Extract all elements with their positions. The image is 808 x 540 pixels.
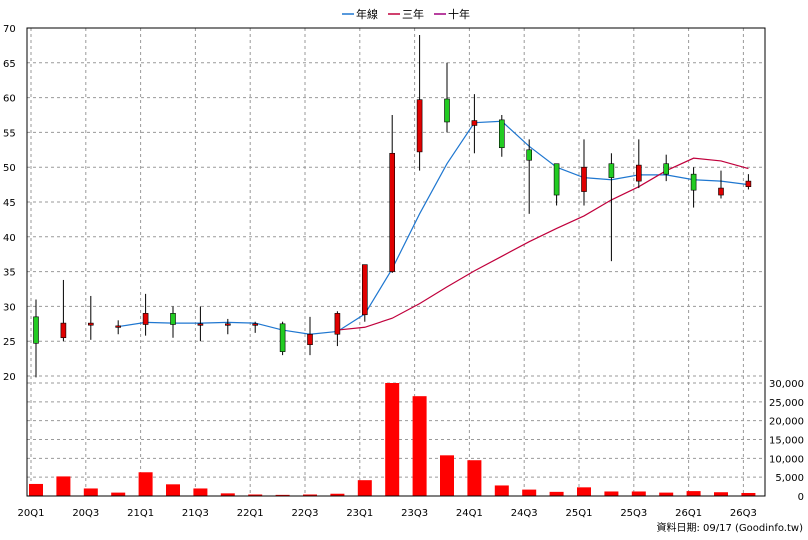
candle-body bbox=[60, 322, 67, 339]
volume-bar bbox=[440, 455, 454, 496]
candle-body bbox=[389, 152, 396, 272]
volume-bar bbox=[303, 494, 317, 496]
volume-tick-label: 5,000 bbox=[775, 473, 804, 484]
candle-body bbox=[526, 149, 533, 161]
candle-body bbox=[416, 99, 423, 153]
candlesticks bbox=[33, 34, 752, 378]
candle-body bbox=[170, 313, 176, 325]
candle-body bbox=[745, 180, 752, 187]
candle-body bbox=[307, 333, 313, 345]
volume-bars bbox=[29, 383, 756, 496]
volume-tick-label: 10,000 bbox=[769, 454, 804, 465]
candle-body bbox=[718, 187, 724, 196]
price-tick-label: 35 bbox=[3, 268, 16, 279]
candle-body bbox=[197, 323, 204, 326]
volume-bar bbox=[56, 476, 71, 496]
volume-bar bbox=[412, 396, 427, 496]
candle-body bbox=[225, 323, 231, 326]
price-tick-label: 20 bbox=[3, 372, 16, 383]
candle-body bbox=[553, 163, 560, 196]
volume-tick-label: 0 bbox=[798, 492, 804, 503]
volume-bar bbox=[741, 492, 756, 496]
price-tick-label: 45 bbox=[3, 198, 16, 209]
candle-body bbox=[115, 325, 121, 328]
candle-body bbox=[635, 164, 642, 182]
x-tick-label: 26Q1 bbox=[675, 508, 702, 519]
volume-tick-label: 25,000 bbox=[769, 398, 804, 409]
volume-bar bbox=[522, 489, 537, 496]
volume-bar bbox=[220, 493, 235, 496]
volume-bar bbox=[275, 494, 290, 496]
candle-body bbox=[663, 163, 670, 175]
candle-body bbox=[33, 316, 39, 344]
volume-bar bbox=[385, 383, 400, 496]
volume-bar bbox=[166, 484, 180, 496]
price-tick-label: 50 bbox=[3, 163, 16, 174]
x-tick-label: 25Q1 bbox=[566, 508, 593, 519]
data-date-footer: 資料日期: 09/17 (Goodinfo.tw) bbox=[656, 521, 803, 534]
price-tick-label: 60 bbox=[3, 94, 16, 105]
x-tick-label: 23Q3 bbox=[401, 508, 428, 519]
x-tick-label: 20Q3 bbox=[72, 508, 99, 519]
x-tick-label: 20Q1 bbox=[18, 508, 45, 519]
candle-body bbox=[334, 313, 341, 335]
volume-bar bbox=[138, 472, 153, 496]
volume-bar bbox=[467, 460, 482, 496]
candle-body bbox=[361, 264, 368, 316]
price-tick-label: 55 bbox=[3, 128, 16, 139]
volume-bar bbox=[494, 485, 509, 496]
candle-body bbox=[252, 323, 258, 326]
volume-bar bbox=[330, 493, 345, 496]
candle-body bbox=[471, 120, 478, 126]
x-tick-label: 21Q3 bbox=[182, 508, 209, 519]
volume-bar bbox=[577, 487, 591, 496]
candle-body bbox=[498, 119, 505, 149]
x-tick-label: 25Q3 bbox=[620, 508, 647, 519]
axes: 20 25 30 35 40 45 50 55 60 65 70 30,000 25,000 20,000… bbox=[3, 24, 804, 519]
candle-body bbox=[690, 173, 697, 191]
volume-bar bbox=[29, 483, 43, 496]
legend-label: 十年 bbox=[448, 7, 470, 21]
price-tick-label: 25 bbox=[3, 337, 16, 348]
volume-tick-label: 20,000 bbox=[769, 417, 804, 428]
volume-tick-label: 15,000 bbox=[769, 436, 804, 447]
candle-body bbox=[279, 323, 286, 352]
volume-bar bbox=[111, 492, 126, 496]
volume-bar bbox=[357, 480, 372, 496]
x-tick-label: 22Q1 bbox=[237, 508, 264, 519]
volume-bar bbox=[83, 488, 98, 496]
volume-bar bbox=[193, 488, 208, 496]
price-tick-label: 70 bbox=[3, 24, 16, 35]
ma-line-series bbox=[118, 120, 749, 335]
volume-bar bbox=[686, 491, 701, 496]
volume-bar bbox=[714, 492, 728, 496]
price-tick-label: 65 bbox=[3, 59, 16, 70]
candle-body bbox=[608, 163, 615, 178]
volume-bar bbox=[604, 491, 619, 496]
candle-body bbox=[444, 98, 450, 123]
candle-body bbox=[581, 166, 587, 192]
price-tick-label: 30 bbox=[3, 302, 16, 313]
price-tick-label: 40 bbox=[3, 233, 16, 244]
x-tick-label: 26Q3 bbox=[730, 508, 757, 519]
volume-bar bbox=[248, 494, 263, 496]
volume-bar bbox=[631, 491, 646, 496]
x-tick-label: 22Q3 bbox=[292, 508, 319, 519]
x-tick-label: 23Q1 bbox=[346, 508, 373, 519]
moving-average-lines bbox=[118, 120, 749, 335]
x-tick-label: 24Q3 bbox=[511, 508, 538, 519]
candle-body bbox=[142, 313, 149, 325]
ma-line-series bbox=[337, 157, 749, 331]
volume-tick-label: 30,000 bbox=[769, 379, 804, 390]
volume-bar bbox=[549, 491, 564, 496]
x-tick-label: 21Q1 bbox=[127, 508, 154, 519]
candle-body bbox=[88, 322, 94, 326]
x-tick-label: 24Q1 bbox=[456, 508, 483, 519]
legend-label: 三年 bbox=[402, 7, 424, 21]
legend-label: 年線 bbox=[356, 7, 378, 21]
legend: 年線 三年 十年 bbox=[342, 7, 470, 21]
volume-bar bbox=[659, 492, 674, 496]
